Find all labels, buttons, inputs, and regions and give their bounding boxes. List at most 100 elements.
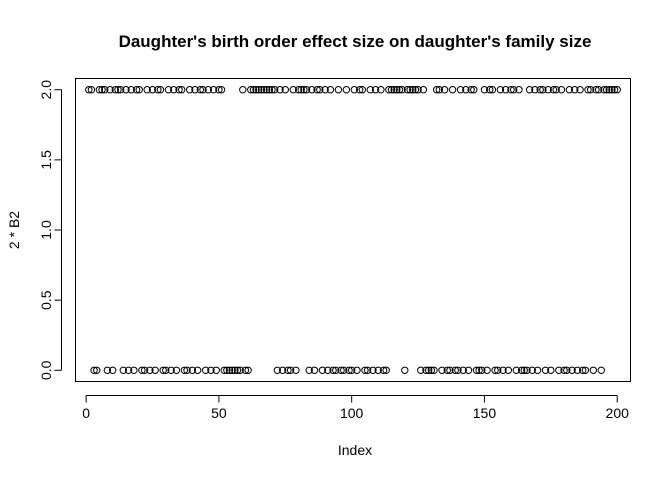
data-point <box>273 366 282 374</box>
data-point <box>385 86 393 94</box>
data-point <box>486 86 494 94</box>
data-point <box>390 86 398 94</box>
data-point <box>162 366 170 374</box>
data-point <box>539 86 547 94</box>
data-point <box>544 86 552 94</box>
data-point <box>326 86 335 94</box>
data-point <box>185 86 194 94</box>
data-point <box>193 366 202 374</box>
data-point <box>374 366 382 374</box>
data-point <box>536 86 544 94</box>
x-axis-label: Index <box>338 442 372 458</box>
data-point <box>255 86 263 94</box>
x-tick-label: 200 <box>606 405 630 421</box>
data-point <box>501 86 510 94</box>
data-point <box>85 86 93 94</box>
data-point <box>579 366 587 374</box>
data-point <box>409 86 417 94</box>
data-point <box>369 366 377 374</box>
data-point <box>268 86 276 94</box>
data-point <box>310 366 319 374</box>
data-point <box>231 366 239 374</box>
data-point <box>430 366 438 374</box>
data-point <box>159 366 167 374</box>
y-axis: 0.0 0.5 1.0 1.5 2.0 <box>38 80 62 380</box>
data-point <box>613 86 621 94</box>
data-point <box>563 366 571 374</box>
data-point <box>95 86 104 94</box>
data-point <box>300 86 308 94</box>
data-point <box>178 86 186 94</box>
data-point <box>470 86 478 94</box>
data-point <box>101 86 109 94</box>
data-point <box>366 86 374 94</box>
data-point <box>509 86 518 94</box>
data-point <box>491 366 499 374</box>
data-point <box>90 366 98 374</box>
data-point <box>401 366 409 374</box>
data-point <box>541 366 550 374</box>
data-point <box>204 86 212 94</box>
y-axis-label: 2 * B2 <box>6 211 22 249</box>
data-point <box>93 366 101 374</box>
data-point <box>608 86 616 94</box>
data-point <box>156 86 165 94</box>
data-point <box>183 366 191 374</box>
data-point <box>403 86 412 94</box>
data-point <box>127 86 135 94</box>
data-point <box>334 86 343 94</box>
data-point <box>252 86 260 94</box>
data-point <box>278 366 287 374</box>
x-tick-label: 50 <box>211 405 227 421</box>
data-point <box>387 86 396 94</box>
data-point <box>363 366 372 374</box>
data-point <box>417 366 425 374</box>
data-point <box>233 366 242 374</box>
data-point <box>395 86 404 94</box>
data-point <box>207 366 215 374</box>
data-point <box>414 86 422 94</box>
data-point <box>276 86 284 94</box>
data-point <box>106 86 114 94</box>
data-point <box>483 366 491 374</box>
data-point <box>517 366 526 374</box>
data-point <box>507 86 515 94</box>
data-point <box>111 86 120 94</box>
data-point <box>592 86 600 94</box>
data-point <box>547 366 555 374</box>
data-point <box>172 366 181 374</box>
data-point <box>188 366 197 374</box>
data-point <box>209 86 218 94</box>
data-point <box>571 86 579 94</box>
data-point <box>247 86 255 94</box>
data-point <box>504 366 513 374</box>
data-point <box>108 366 117 374</box>
data-point <box>292 366 300 374</box>
data-point <box>411 86 420 94</box>
data-point <box>589 366 598 374</box>
data-point <box>119 366 127 374</box>
data-point <box>353 366 361 374</box>
data-point <box>284 366 292 374</box>
data-point <box>440 86 449 94</box>
data-point <box>451 366 459 374</box>
data-point <box>586 86 595 94</box>
data-point <box>132 86 141 94</box>
data-point <box>260 86 268 94</box>
data-point <box>154 86 162 94</box>
data-point <box>329 366 337 374</box>
data-point <box>600 86 608 94</box>
data-point <box>114 86 122 94</box>
data-point <box>499 366 507 374</box>
data-point <box>262 86 271 94</box>
data-point <box>560 366 568 374</box>
data-point <box>196 86 205 94</box>
data-point <box>239 86 247 94</box>
data-point <box>324 366 332 374</box>
data-point <box>549 86 558 94</box>
data-point <box>377 86 385 94</box>
y-tick-label: 0.5 <box>38 290 54 310</box>
data-point <box>480 86 489 94</box>
data-point <box>281 86 289 94</box>
data-point <box>151 366 159 374</box>
